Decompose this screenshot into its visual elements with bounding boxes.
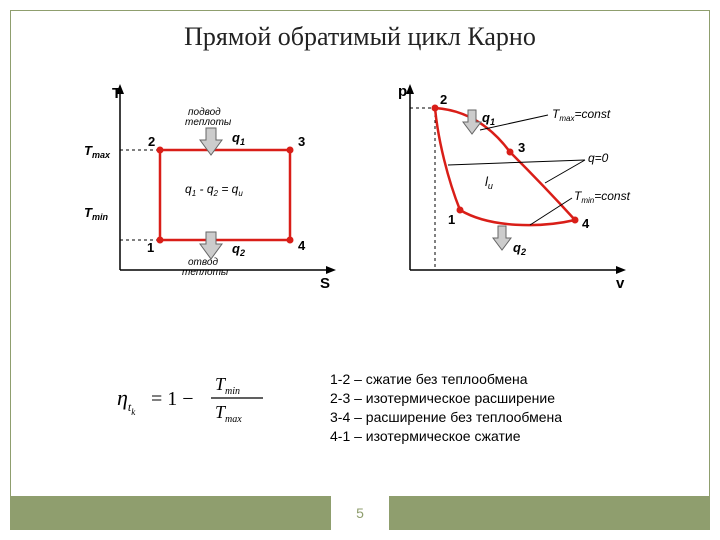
heat-out-text: отвод теплоты — [182, 257, 229, 278]
pv-x-axis-label: v — [616, 275, 625, 292]
pv-point-3: 3 — [518, 140, 525, 155]
tmax-label: Tmax — [84, 143, 111, 160]
svg-text:Tmax: Tmax — [215, 402, 242, 425]
ts-point-2: 2 — [148, 134, 155, 149]
heat-in-text: подвод теплоты — [185, 107, 232, 128]
page-number: 5 — [356, 505, 364, 521]
pv-tmin: Tmin=const — [574, 189, 631, 205]
legend-line-2: 2-3 – изотермическое расширение — [330, 389, 562, 408]
page-number-box: 5 — [331, 496, 389, 530]
ts-x-axis-label: S — [320, 275, 330, 292]
legend-line-1: 1-2 – сжатие без теплообмена — [330, 370, 562, 389]
efficiency-formula: ηtk = 1 − Tmin Tmax — [115, 370, 295, 426]
svg-text:q2: q2 — [232, 241, 245, 258]
legend-line-4: 4-1 – изотермическое сжатие — [330, 427, 562, 446]
ts-diagram: T S 2 3 4 1 Tmax Tmin — [84, 84, 336, 292]
cycle-legend: 1-2 – сжатие без теплообмена 2-3 – изоте… — [330, 370, 562, 446]
svg-text:Tmin: Tmin — [84, 205, 108, 222]
pv-q0: q=0 — [588, 151, 609, 165]
ts-point-4: 4 — [298, 238, 306, 253]
pv-point-4: 4 — [582, 216, 590, 231]
ts-point-1: 1 — [147, 240, 154, 255]
legend-line-3: 3-4 – расширение без теплообмена — [330, 408, 562, 427]
pv-tmax: Tmax=const — [552, 107, 611, 123]
slide: Прямой обратимый цикл Карно T S 2 3 4 — [0, 0, 720, 540]
slide-title: Прямой обратимый цикл Карно — [0, 22, 720, 52]
svg-text:q2: q2 — [513, 240, 526, 257]
svg-text:Tmax: Tmax — [84, 143, 111, 160]
pv-diagram: p v 2 3 4 1 q1 q2 lu — [398, 83, 631, 292]
heat-in-arrow: подвод теплоты q1 — [185, 107, 245, 155]
pv-point-2: 2 — [440, 92, 447, 107]
ts-point-3: 3 — [298, 134, 305, 149]
pv-point-1: 1 — [448, 212, 455, 227]
svg-text:q1: q1 — [482, 110, 495, 127]
svg-text:Tmin: Tmin — [215, 374, 240, 397]
diagrams-svg: T S 2 3 4 1 Tmax Tmin — [80, 80, 640, 310]
svg-text:lu: lu — [485, 174, 493, 191]
svg-text:q1: q1 — [232, 130, 245, 147]
svg-text:= 1 −: = 1 − — [151, 388, 194, 410]
tmin-label: Tmin — [84, 205, 108, 222]
pv-y-axis-label: p — [398, 83, 407, 100]
ts-y-axis-label: T — [112, 85, 121, 102]
ts-center-eq: q1 - q2 = qu — [185, 182, 243, 199]
svg-text:ηtk: ηtk — [117, 385, 136, 417]
